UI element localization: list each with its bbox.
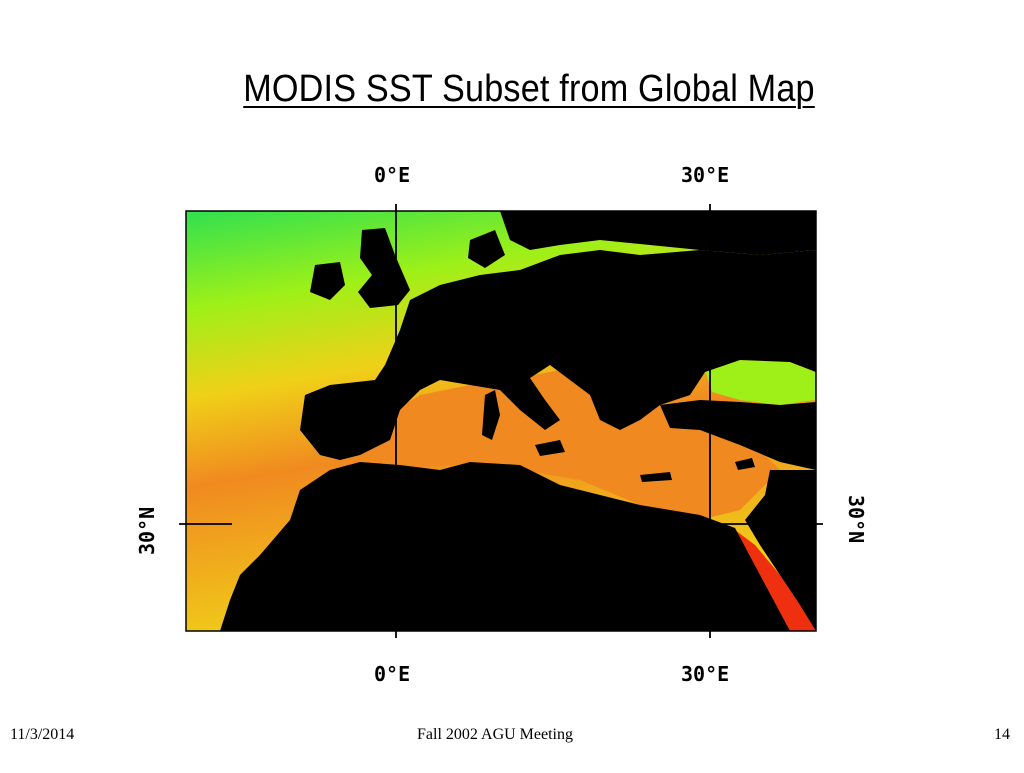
map-frame xyxy=(185,210,817,632)
slide-title: MODIS SST Subset from Global Map xyxy=(243,68,815,110)
land-sicily xyxy=(535,440,565,456)
lat-label-30n-right: 30°N xyxy=(844,495,868,544)
land-great-britain xyxy=(358,228,410,308)
lon-label-0e-top: 0°E xyxy=(374,163,411,187)
lat-label-30n-left: 30°N xyxy=(135,506,159,555)
land-corsica-sardinia xyxy=(482,390,500,440)
land-scandinavia xyxy=(500,211,816,255)
land-anatolia xyxy=(660,400,816,470)
lon-label-0e-bottom: 0°E xyxy=(374,662,411,686)
land-europe xyxy=(300,250,816,460)
footer-page-number: 14 xyxy=(994,726,1010,743)
land-africa xyxy=(186,462,790,631)
land-ireland xyxy=(310,262,345,300)
black-sea xyxy=(705,360,815,405)
graticule xyxy=(179,204,823,638)
red-sea xyxy=(735,530,815,631)
land-middle-east xyxy=(745,470,816,631)
footer-date: 11/3/2014 xyxy=(10,726,75,743)
lon-label-30e-top: 30°E xyxy=(681,163,730,187)
land-denmark xyxy=(468,230,505,268)
footer-event: Fall 2002 AGU Meeting xyxy=(417,726,573,743)
land-crete xyxy=(640,472,672,482)
land-cyprus xyxy=(735,458,755,470)
land-masses xyxy=(186,211,816,631)
lon-label-30e-bottom: 30°E xyxy=(681,662,730,686)
